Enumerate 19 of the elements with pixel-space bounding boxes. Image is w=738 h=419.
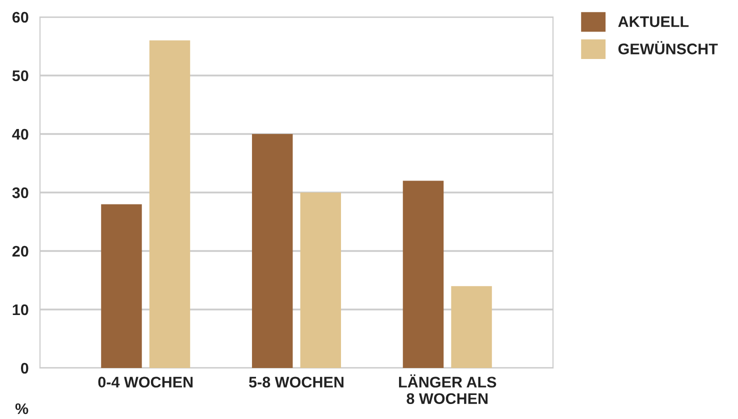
y-tick-label: 30 — [12, 187, 28, 198]
x-tick-label: 5-8 WOCHEN — [249, 376, 344, 388]
bar — [402, 180, 444, 368]
bar — [252, 134, 293, 368]
x-tick-label: LÄNGER ALS 8 WOCHEN — [399, 374, 496, 404]
bar — [149, 40, 190, 368]
y-tick-label: 40 — [12, 128, 28, 140]
y-tick-label: 60 — [12, 12, 28, 23]
bar — [101, 204, 142, 368]
legend-label: AKTUELL — [618, 16, 689, 28]
y-axis-title: % — [15, 403, 28, 414]
legend-label: GEWÜNSCHT — [618, 41, 718, 54]
y-tick-label: 20 — [12, 246, 28, 257]
y-tick-label: 0 — [20, 362, 28, 374]
y-tick-label: 50 — [12, 70, 28, 82]
bar — [451, 286, 492, 368]
x-tick-label: 0-4 WOCHEN — [98, 376, 193, 388]
y-tick-label: 10 — [12, 304, 28, 316]
bar — [300, 192, 342, 368]
